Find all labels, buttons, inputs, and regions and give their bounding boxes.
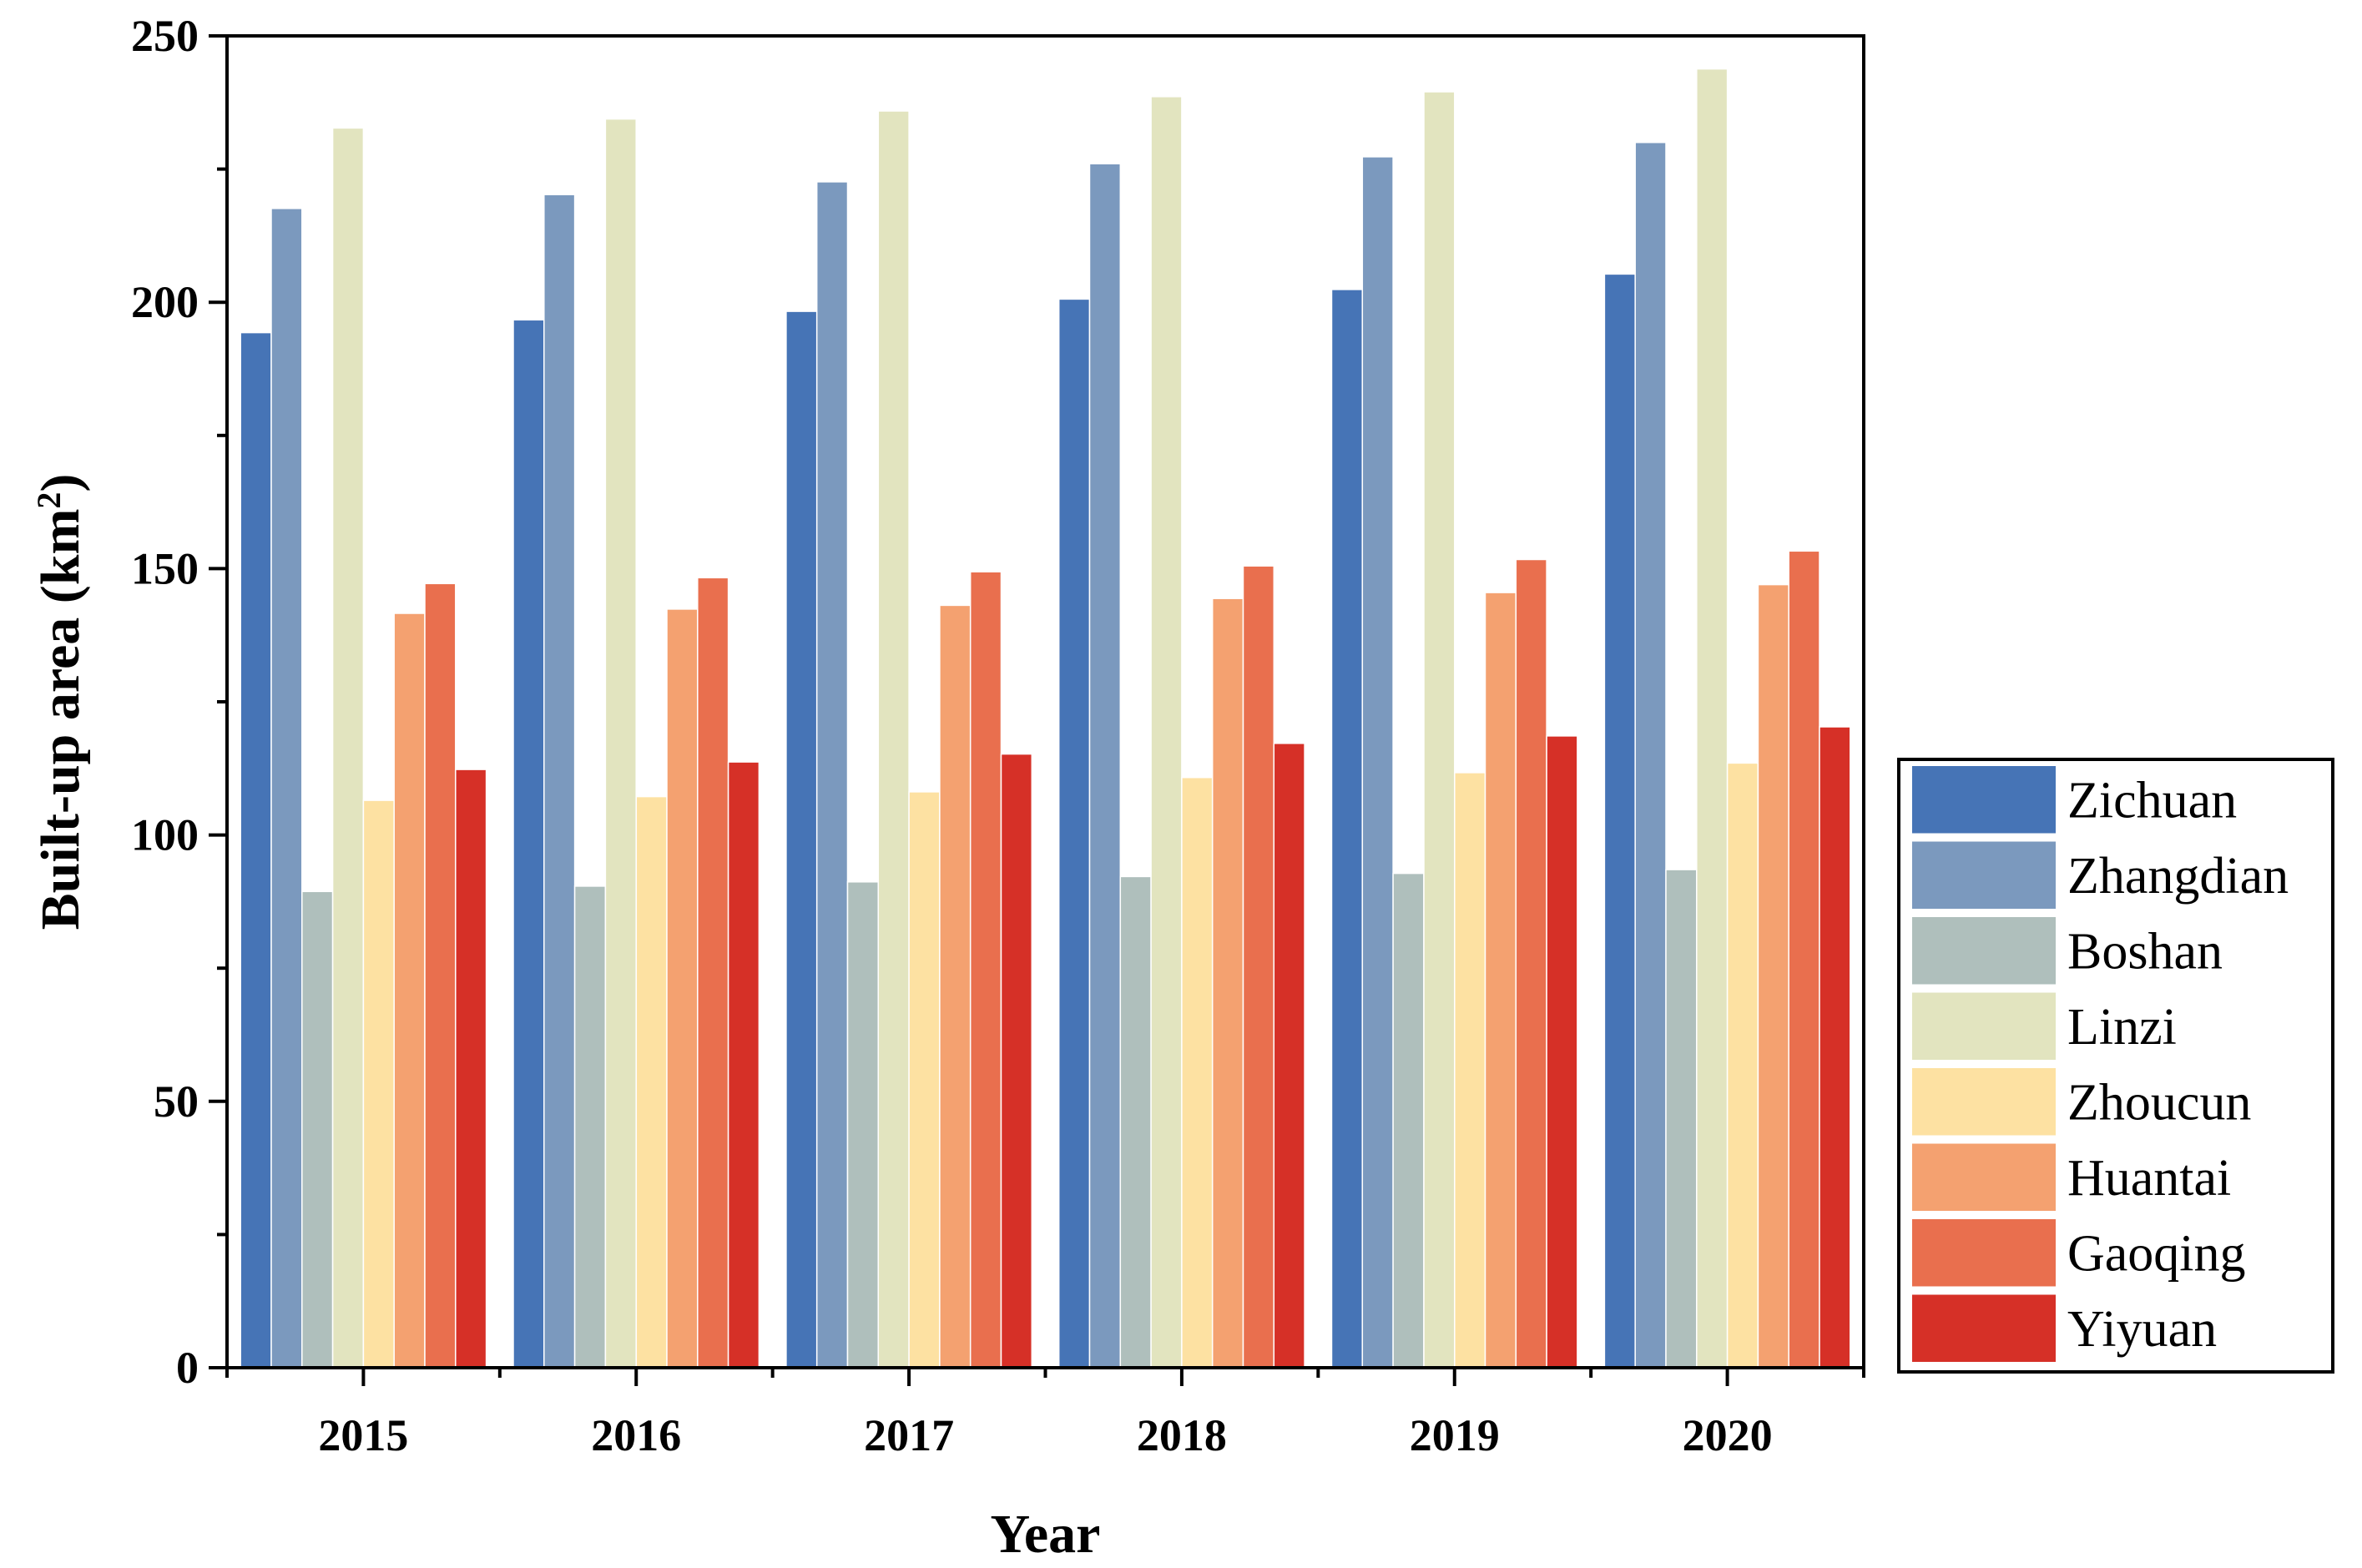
bar-huantai-2017 xyxy=(939,604,972,1369)
x-tick-label-2015: 2015 xyxy=(318,1410,408,1460)
legend-swatch-zichuan xyxy=(1912,766,2056,834)
y-tick-label: 150 xyxy=(131,543,199,593)
bar-huantai-2018 xyxy=(1211,597,1244,1369)
legend-swatch-gaoqing xyxy=(1912,1219,2056,1287)
bar-gaoqing-2018 xyxy=(1242,565,1275,1369)
bar-zichuan-2020 xyxy=(1603,273,1636,1369)
bar-zhangdian-2016 xyxy=(543,194,576,1369)
legend-label-zhangdian: Zhangdian xyxy=(2067,848,2289,905)
bars-layer xyxy=(240,68,1851,1369)
bar-boshan-2020 xyxy=(1665,869,1698,1369)
legend-swatch-huantai xyxy=(1912,1143,2056,1211)
legend-label-huantai: Huantai xyxy=(2067,1150,2231,1207)
bar-zhoucun-2015 xyxy=(362,799,395,1369)
bar-linzi-2020 xyxy=(1696,68,1729,1369)
bar-yiyuan-2016 xyxy=(727,761,760,1369)
bar-gaoqing-2016 xyxy=(697,577,729,1369)
bar-yiyuan-2018 xyxy=(1273,743,1305,1369)
bar-boshan-2017 xyxy=(846,881,880,1369)
y-axis: 0 50 100 150 200 250 xyxy=(131,11,227,1393)
legend-swatch-zhoucun xyxy=(1912,1068,2056,1136)
legend-swatch-yiyuan xyxy=(1912,1294,2056,1362)
bar-zhoucun-2016 xyxy=(635,795,668,1369)
bar-zichuan-2018 xyxy=(1057,298,1091,1369)
bar-yiyuan-2019 xyxy=(1546,735,1578,1369)
x-tick-label-2019: 2019 xyxy=(1410,1410,1500,1460)
bar-zhoucun-2019 xyxy=(1454,772,1486,1369)
x-axis: 2015 2016 2017 2018 2019 2020 xyxy=(225,1368,1865,1460)
legend-label-yiyuan: Yiyuan xyxy=(2067,1301,2217,1358)
bar-zhoucun-2020 xyxy=(1726,762,1759,1369)
bar-yiyuan-2017 xyxy=(1000,753,1033,1369)
bar-gaoqing-2017 xyxy=(969,571,1002,1369)
legend-label-linzi: Linzi xyxy=(2067,999,2177,1056)
legend-label-boshan: Boshan xyxy=(2067,923,2223,980)
bar-yiyuan-2015 xyxy=(455,769,487,1369)
bar-linzi-2017 xyxy=(877,110,910,1369)
bar-linzi-2018 xyxy=(1150,96,1183,1369)
legend-swatch-zhangdian xyxy=(1912,841,2056,909)
x-tick-label-2017: 2017 xyxy=(864,1410,954,1460)
y-axis-title: Built-up area (km2) xyxy=(30,474,92,930)
bar-zhoucun-2018 xyxy=(1181,776,1214,1369)
bar-zichuan-2017 xyxy=(785,310,818,1369)
bar-boshan-2019 xyxy=(1392,872,1425,1369)
bar-linzi-2015 xyxy=(331,127,365,1369)
bar-zichuan-2016 xyxy=(512,319,545,1369)
bar-zhangdian-2017 xyxy=(815,181,849,1369)
bar-zhangdian-2015 xyxy=(270,208,303,1369)
bar-huantai-2019 xyxy=(1484,592,1517,1369)
bar-gaoqing-2020 xyxy=(1788,550,1820,1369)
bar-zhangdian-2019 xyxy=(1361,156,1394,1369)
bar-huantai-2020 xyxy=(1757,583,1789,1369)
y-tick-label: 200 xyxy=(131,277,199,327)
legend-swatch-boshan xyxy=(1912,917,2056,985)
bar-boshan-2015 xyxy=(301,890,334,1369)
bar-zhangdian-2020 xyxy=(1634,141,1667,1369)
bar-boshan-2018 xyxy=(1119,875,1152,1369)
legend-label-zichuan: Zichuan xyxy=(2067,772,2237,829)
bar-zichuan-2019 xyxy=(1330,289,1364,1369)
legend-label-gaoqing: Gaoqing xyxy=(2067,1225,2246,1282)
x-axis-title: Year xyxy=(991,1504,1101,1565)
y-tick-label: 100 xyxy=(131,810,199,860)
legend: Zichuan Zhangdian Boshan Linzi Zhoucun Huanta… xyxy=(1897,758,2334,1374)
bar-huantai-2016 xyxy=(666,608,699,1369)
bar-linzi-2019 xyxy=(1423,91,1456,1369)
bar-yiyuan-2020 xyxy=(1819,726,1851,1369)
x-tick-label-2020: 2020 xyxy=(1683,1410,1773,1460)
x-tick-label-2018: 2018 xyxy=(1137,1410,1227,1460)
bar-gaoqing-2015 xyxy=(424,582,457,1369)
y-tick-label: 0 xyxy=(176,1343,199,1393)
y-tick-label: 50 xyxy=(154,1076,199,1127)
bar-gaoqing-2019 xyxy=(1515,558,1547,1369)
bar-linzi-2016 xyxy=(604,118,637,1369)
x-tick-label-2016: 2016 xyxy=(591,1410,681,1460)
legend-swatch-linzi xyxy=(1912,992,2056,1060)
legend-label-zhoucun: Zhoucun xyxy=(2067,1074,2251,1131)
y-tick-label: 250 xyxy=(131,11,199,61)
bar-zhangdian-2018 xyxy=(1088,163,1122,1369)
bar-huantai-2015 xyxy=(393,613,426,1369)
bar-zichuan-2015 xyxy=(240,331,272,1369)
bar-boshan-2016 xyxy=(573,885,607,1369)
bar-zhoucun-2017 xyxy=(908,791,941,1369)
